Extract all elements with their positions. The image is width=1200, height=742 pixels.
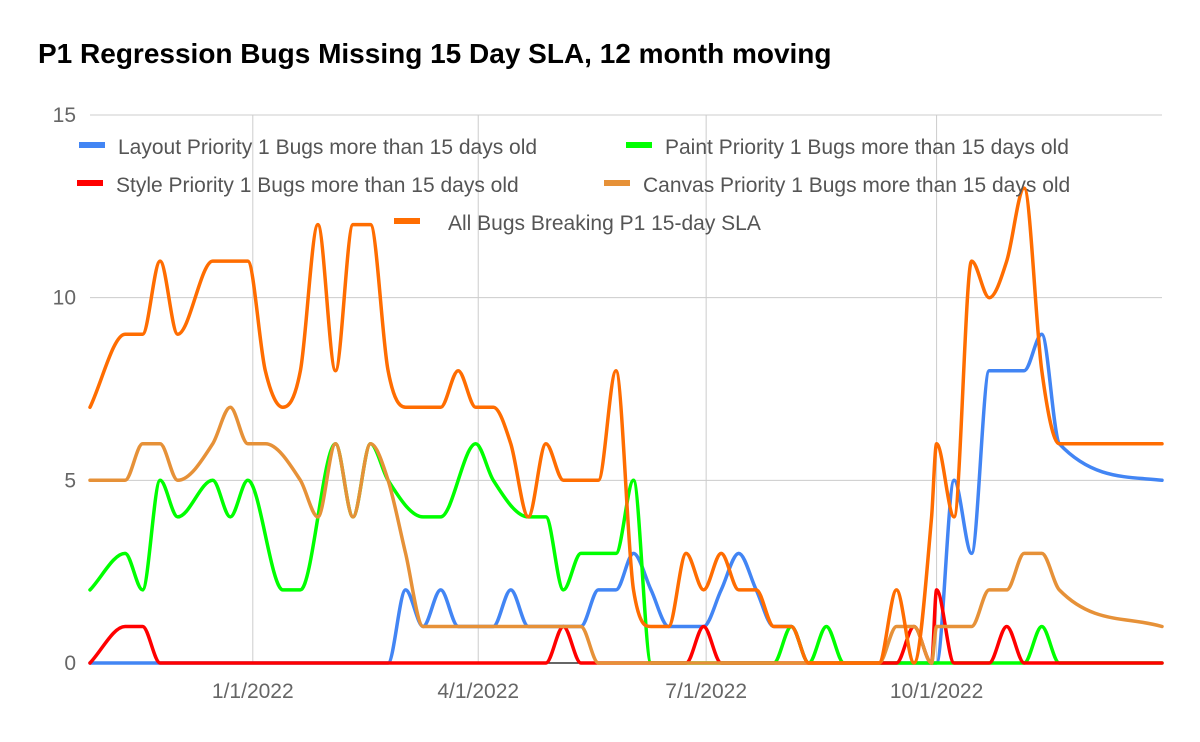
x-tick-label: 7/1/2022 xyxy=(665,680,747,703)
legend-label: Paint Priority 1 Bugs more than 15 days … xyxy=(665,136,1069,159)
series-line xyxy=(88,588,1164,665)
legend-label: All Bugs Breaking P1 15-day SLA xyxy=(448,212,761,235)
series-line xyxy=(88,332,1164,665)
legend-swatch xyxy=(394,218,420,224)
legend-swatch xyxy=(604,180,630,186)
series-lines xyxy=(88,186,1164,665)
legend-swatch xyxy=(79,142,105,148)
x-tick-label: 10/1/2022 xyxy=(890,680,983,703)
y-tick-label: 0 xyxy=(64,652,76,675)
legend: Layout Priority 1 Bugs more than 15 days… xyxy=(77,136,1070,235)
legend-label: Layout Priority 1 Bugs more than 15 days… xyxy=(118,136,537,159)
series-line xyxy=(88,186,1164,665)
legend-label: Style Priority 1 Bugs more than 15 days … xyxy=(116,174,519,197)
legend-swatch xyxy=(77,180,103,186)
y-tick-label: 5 xyxy=(64,469,76,492)
y-tick-label: 15 xyxy=(53,104,76,127)
y-tick-label: 10 xyxy=(53,287,76,310)
chart-title: P1 Regression Bugs Missing 15 Day SLA, 1… xyxy=(38,38,832,69)
x-tick-label: 4/1/2022 xyxy=(437,680,519,703)
series-line xyxy=(88,405,1164,665)
series-line xyxy=(88,442,1164,665)
x-tick-label: 1/1/2022 xyxy=(212,680,294,703)
legend-label: Canvas Priority 1 Bugs more than 15 days… xyxy=(643,174,1070,197)
legend-swatch xyxy=(626,142,652,148)
